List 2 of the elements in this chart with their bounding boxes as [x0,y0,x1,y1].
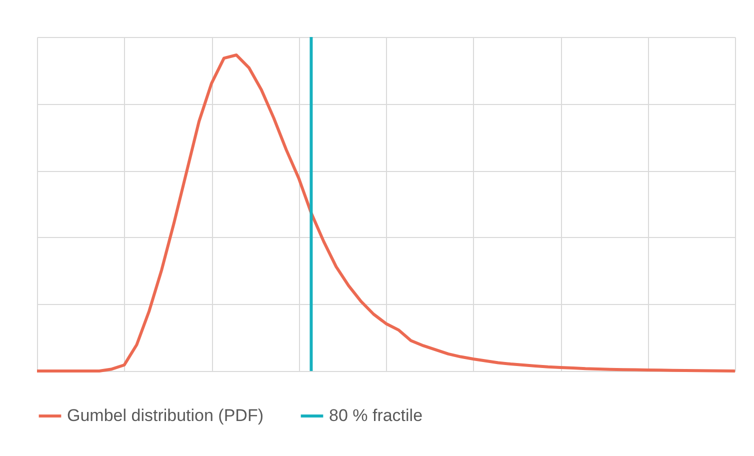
text: 80 % fractile [329,406,423,425]
legend-label: Gumbel distribution (PDF) [67,406,264,425]
